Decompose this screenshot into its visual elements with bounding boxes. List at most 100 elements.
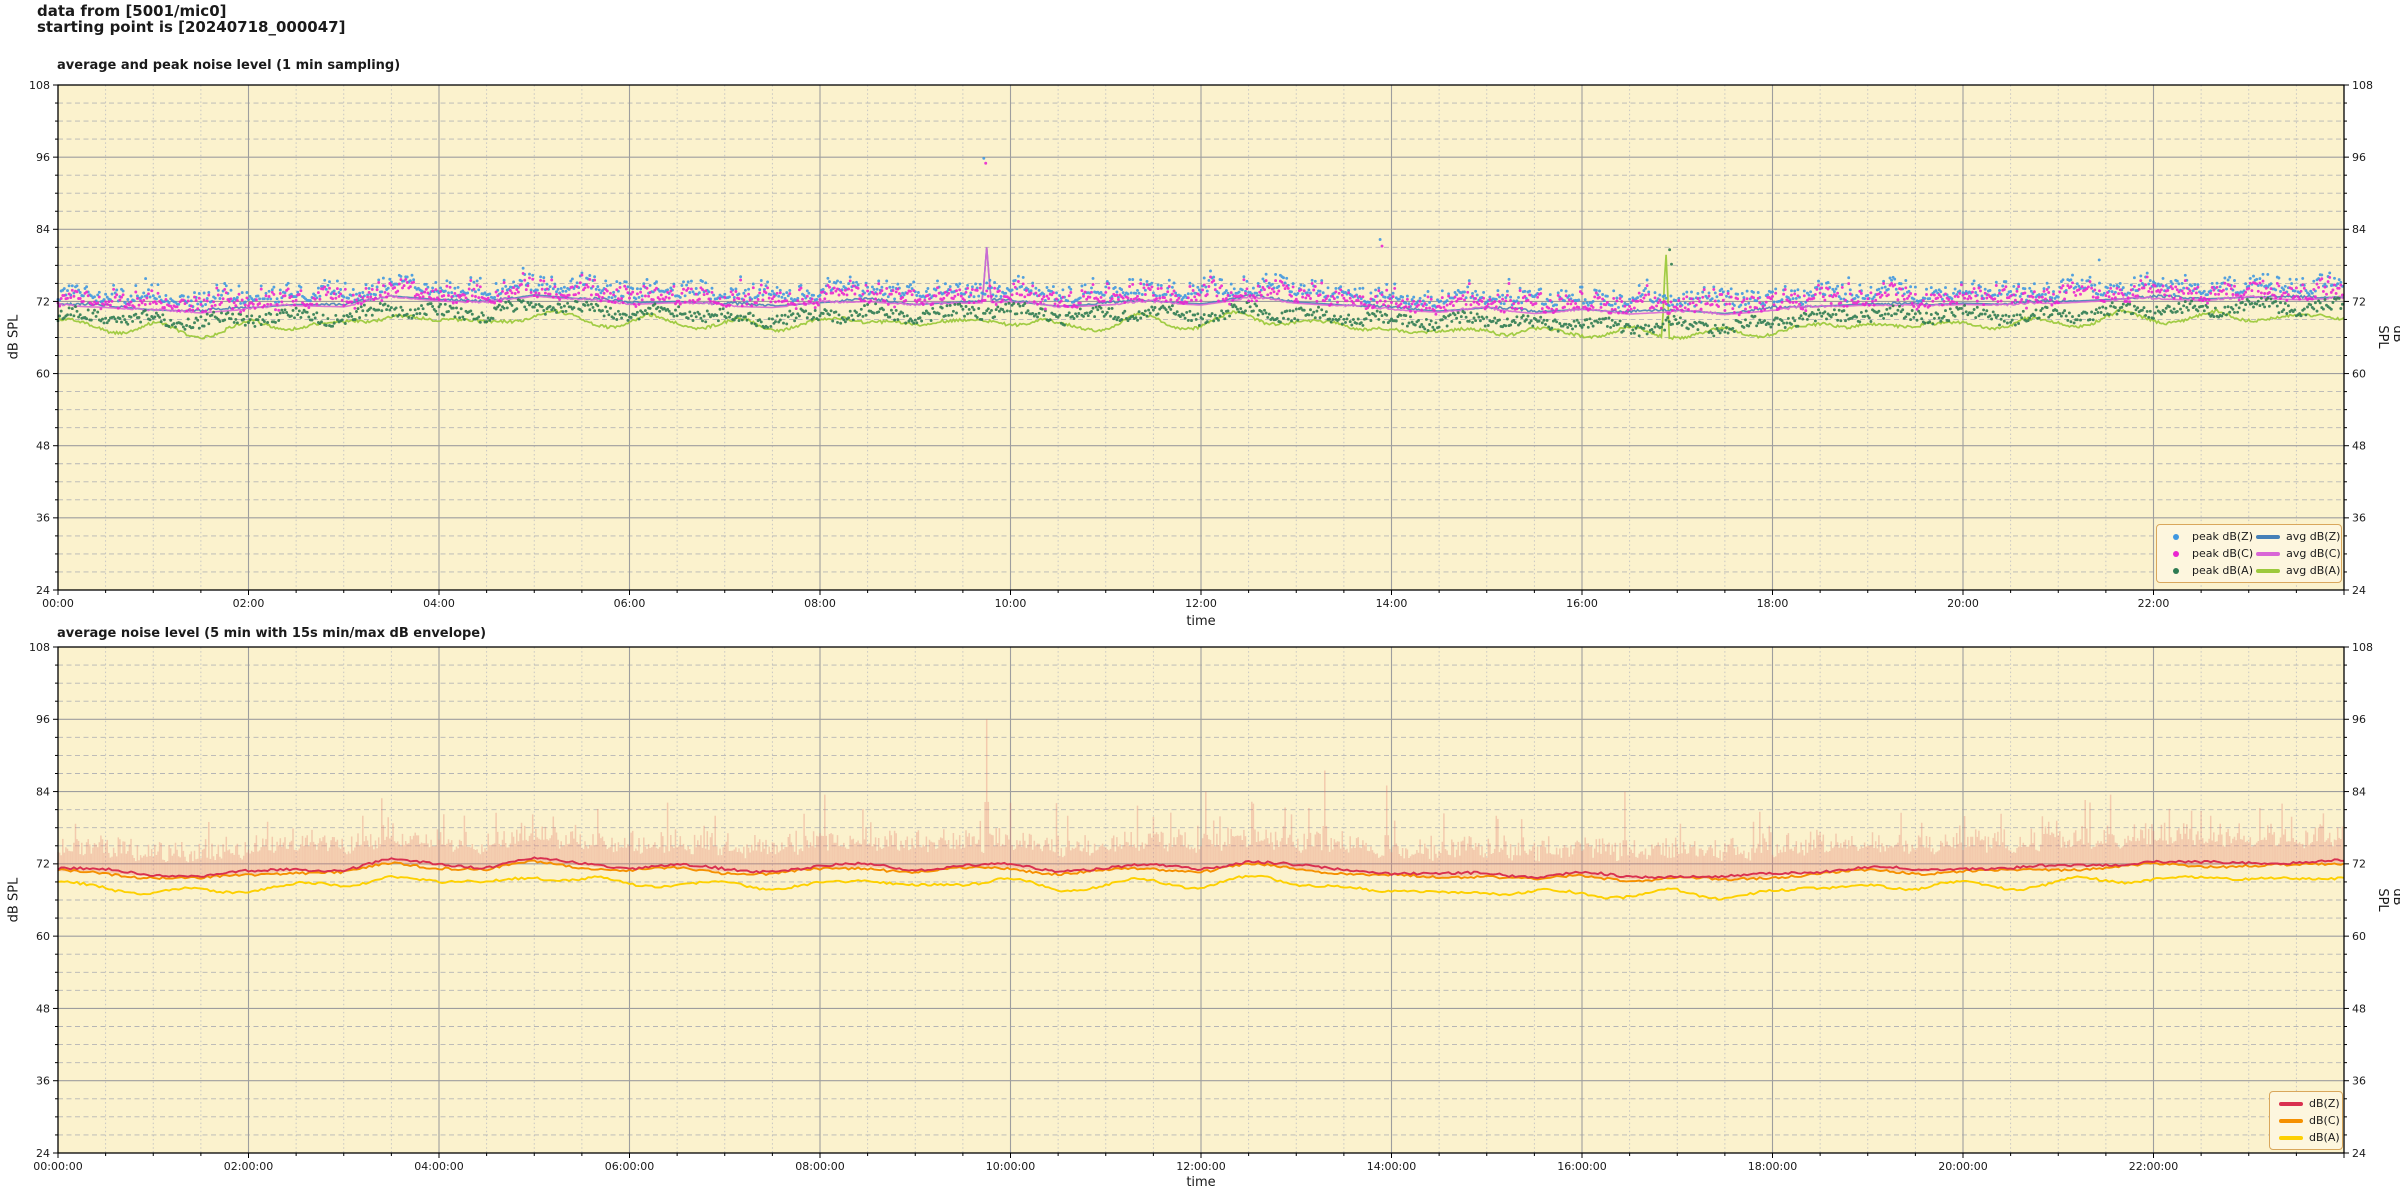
series-dbc	[57, 859, 2345, 883]
line-marker	[2279, 1101, 2303, 1106]
x-tick-label: 06:00	[614, 597, 646, 610]
y-tick-label-right: 108	[2352, 79, 2373, 92]
legend-line-swatch	[2253, 568, 2283, 573]
x-tick-label: 16:00:00	[1557, 1160, 1606, 1173]
x-tick-label: 14:00:00	[1367, 1160, 1416, 1173]
y-tick-label-left: 48	[36, 440, 50, 453]
legend-row: dB(C)	[2276, 1112, 2340, 1129]
y-tick-label-left: 84	[36, 785, 50, 798]
y-tick-label-right: 48	[2352, 440, 2366, 453]
x-tick-label: 04:00:00	[414, 1160, 463, 1173]
legend-row: peak dB(Z) avg dB(Z)	[2163, 528, 2340, 545]
x-tick-label: 14:00	[1376, 597, 1408, 610]
y-tick-label-right: 72	[2352, 858, 2366, 871]
legend-line-swatch	[2276, 1135, 2306, 1140]
legend-row: dB(A)	[2276, 1129, 2340, 1146]
y-tick-label-left: 60	[36, 930, 50, 943]
x-tick-label: 10:00:00	[986, 1160, 1035, 1173]
y-tick-label-right: 96	[2352, 151, 2366, 164]
x-tick-label: 18:00:00	[1748, 1160, 1797, 1173]
chart1-legend: peak dB(Z) avg dB(Z) peak dB(C) avg dB(C) pe…	[2156, 524, 2342, 583]
legend-row: peak dB(C) avg dB(C)	[2163, 545, 2341, 562]
chart2-yaxis-label-right: dB SPL	[2375, 888, 2400, 912]
legend-line-swatch	[2253, 551, 2283, 556]
line-marker	[2279, 1118, 2303, 1123]
y-tick-label-right: 96	[2352, 713, 2366, 726]
x-tick-label: 18:00	[1757, 597, 1789, 610]
x-tick-label: 12:00	[1185, 597, 1217, 610]
line-marker	[2279, 1135, 2303, 1140]
x-tick-label: 08:00:00	[795, 1160, 844, 1173]
chart1-yaxis-label-left: dB SPL	[6, 314, 22, 360]
y-tick-label-right: 60	[2352, 930, 2366, 943]
legend-label: dB(C)	[2309, 1114, 2340, 1127]
x-tick-label: 02:00	[233, 597, 265, 610]
dot-marker	[2173, 550, 2179, 557]
chart2-legend: dB(Z) dB(C) dB(A)	[2269, 1091, 2343, 1150]
x-tick-label: 04:00	[423, 597, 455, 610]
y-tick-label-left: 72	[36, 858, 50, 871]
y-tick-label-right: 36	[2352, 1075, 2366, 1088]
series-dbz	[57, 856, 2344, 880]
legend-label: peak dB(A)	[2192, 564, 2253, 577]
header-line-1: data from [5001/mic0]	[37, 2, 227, 20]
chart1-title: average and peak noise level (1 min samp…	[57, 58, 401, 73]
y-tick-label-left: 36	[36, 1075, 50, 1088]
x-tick-label: 12:00:00	[1176, 1160, 1225, 1173]
y-tick-label-left: 108	[29, 79, 50, 92]
legend-line-swatch	[2276, 1118, 2306, 1123]
y-tick-label-left: 24	[36, 1147, 50, 1160]
y-tick-label-left: 36	[36, 512, 50, 525]
legend-label: dB(A)	[2309, 1131, 2340, 1144]
y-tick-label-right: 84	[2352, 785, 2366, 798]
chart1-yaxis-label-right: dB SPL	[2375, 325, 2400, 349]
y-tick-label-right: 24	[2352, 1147, 2366, 1160]
x-tick-label: 20:00:00	[1938, 1160, 1987, 1173]
y-tick-label-left: 84	[36, 223, 50, 236]
line-marker	[2256, 551, 2281, 556]
y-tick-label-left: 96	[36, 151, 50, 164]
dot-marker	[2173, 567, 2179, 574]
header-line-2: starting point is [20240718_000047]	[37, 18, 346, 36]
legend-row: dB(Z)	[2276, 1095, 2340, 1112]
x-tick-label: 02:00:00	[224, 1160, 273, 1173]
legend-line-swatch	[2276, 1101, 2306, 1106]
legend-row: peak dB(A) avg dB(A)	[2163, 562, 2340, 579]
y-tick-label-left: 108	[29, 641, 50, 654]
y-tick-label-left: 96	[36, 713, 50, 726]
chart2-title: average noise level (5 min with 15s min/…	[57, 626, 487, 641]
y-tick-label-right: 60	[2352, 367, 2366, 380]
dot-marker	[2173, 533, 2179, 540]
x-tick-label: 10:00	[995, 597, 1027, 610]
legend-label: dB(Z)	[2309, 1097, 2340, 1110]
x-tick-label: 22:00	[2138, 597, 2170, 610]
y-tick-label-right: 24	[2352, 584, 2366, 597]
x-tick-label: 06:00:00	[605, 1160, 654, 1173]
y-tick-label-left: 48	[36, 1002, 50, 1015]
x-tick-label: 16:00	[1566, 597, 1598, 610]
chart2-xaxis-label: time	[1186, 1175, 1216, 1190]
x-tick-label: 00:00	[42, 597, 74, 610]
legend-dot-swatch	[2163, 533, 2189, 540]
series-dba	[57, 874, 2345, 901]
legend-dot-swatch	[2163, 567, 2189, 574]
y-tick-label-right: 84	[2352, 223, 2366, 236]
y-tick-label-right: 48	[2352, 1002, 2366, 1015]
y-tick-label-right: 36	[2352, 512, 2366, 525]
y-tick-label-left: 60	[36, 367, 50, 380]
legend-label: avg dB(Z)	[2286, 530, 2341, 543]
legend-label: avg dB(A)	[2286, 564, 2341, 577]
y-tick-label-left: 72	[36, 295, 50, 308]
chart2-yaxis-label-left: dB SPL	[6, 877, 22, 923]
legend-label: peak dB(C)	[2192, 547, 2254, 560]
line-marker	[2256, 568, 2280, 573]
legend-label: peak dB(Z)	[2192, 530, 2254, 543]
x-tick-label: 08:00	[804, 597, 836, 610]
y-tick-label-right: 72	[2352, 295, 2366, 308]
x-tick-label: 22:00:00	[2129, 1160, 2178, 1173]
y-tick-label-right: 108	[2352, 641, 2373, 654]
legend-label: avg dB(C)	[2286, 547, 2341, 560]
legend-line-swatch	[2253, 534, 2283, 539]
series-avg-dba	[57, 254, 2345, 341]
